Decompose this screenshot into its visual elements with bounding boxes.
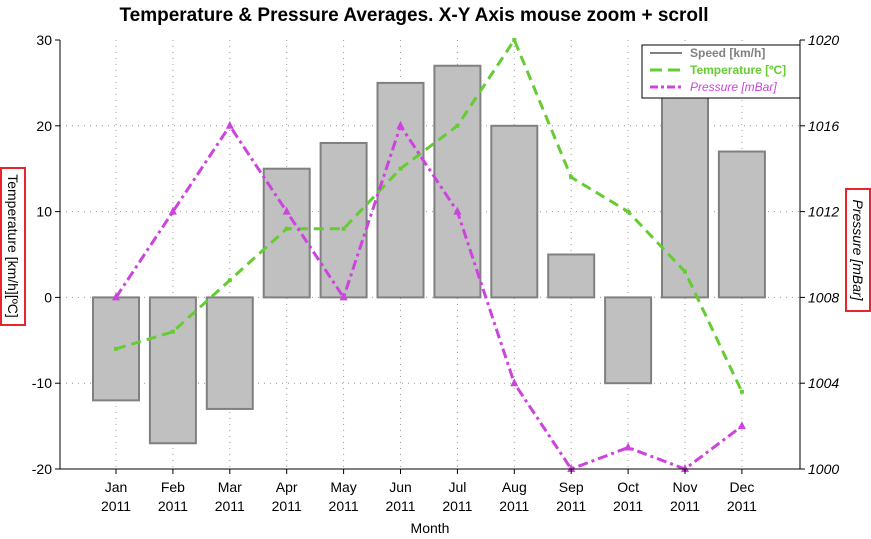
bar-speed xyxy=(376,81,425,299)
x-tick-label-year: 2011 xyxy=(385,498,415,514)
x-tick-label-month: Jul xyxy=(448,479,466,495)
point-temperature xyxy=(170,329,175,334)
y2-axis-label: Pressure [mBar] xyxy=(850,199,866,301)
x-tick-label-year: 2011 xyxy=(556,498,586,514)
y2-tick-label: 1012 xyxy=(808,204,839,220)
bar-speed xyxy=(717,150,766,299)
x-tick-label-month: Oct xyxy=(617,479,639,495)
x-tick-label-month: Nov xyxy=(673,479,698,495)
bar-speed xyxy=(604,296,653,385)
x-tick-label-year: 2011 xyxy=(101,498,131,514)
x-tick-label-month: Sep xyxy=(559,479,584,495)
chart-title: Temperature & Pressure Averages. X-Y Axi… xyxy=(119,5,708,26)
point-pressure xyxy=(168,206,177,215)
x-tick-label-year: 2011 xyxy=(727,498,757,514)
x-tick-label-month: Jan xyxy=(105,479,128,495)
point-temperature xyxy=(341,226,346,231)
y-axis-label-box xyxy=(0,167,26,326)
point-temperature xyxy=(398,166,403,171)
point-temperature xyxy=(512,38,517,42)
x-tick-label-year: 2011 xyxy=(329,498,359,514)
point-pressure xyxy=(396,120,405,129)
point-pressure xyxy=(225,120,234,129)
y-tick-label: -10 xyxy=(32,375,52,391)
point-pressure xyxy=(453,206,462,215)
x-tick-label-year: 2011 xyxy=(613,498,643,514)
bar-speed xyxy=(661,90,709,299)
x-tick-label-year: 2011 xyxy=(158,498,188,514)
x-tick-label-month: Feb xyxy=(161,479,185,495)
x-tick-label-year: 2011 xyxy=(670,498,700,514)
point-temperature xyxy=(227,278,232,283)
y-tick-label: 20 xyxy=(36,118,52,134)
line-temperature xyxy=(115,36,744,393)
y-tick-label: 10 xyxy=(36,204,52,220)
x-tick-label-month: Aug xyxy=(502,479,527,495)
bar-speed xyxy=(490,124,539,299)
point-temperature xyxy=(455,123,460,128)
x-tick-label-year: 2011 xyxy=(272,498,302,514)
bar-speed xyxy=(148,296,197,445)
y2-tick-label: 1016 xyxy=(808,118,839,134)
point-pressure xyxy=(112,292,120,301)
point-pressure xyxy=(624,442,633,451)
x-tick-label-month: Jun xyxy=(389,479,412,495)
x-axis-label: Month xyxy=(411,520,450,536)
legend: Speed [km/h] Temperature [ºC] Pressure [mB… xyxy=(641,44,801,99)
x-tick-label-year: 2011 xyxy=(215,498,245,514)
x-tick-label-month: May xyxy=(330,479,356,495)
point-pressure xyxy=(510,378,519,387)
point-pressure xyxy=(567,464,576,472)
point-temperature xyxy=(284,226,289,231)
x-tick-label-year: 2011 xyxy=(442,498,472,514)
y-tick-label: 30 xyxy=(36,32,52,48)
x-tick-label-year: 2011 xyxy=(499,498,529,514)
y2-tick-label: 1000 xyxy=(808,461,839,477)
y-tick-label: 0 xyxy=(44,289,52,305)
y-axis-label: Temperature [km/h][ºC] xyxy=(5,174,21,318)
line-pressure xyxy=(114,122,743,471)
x-tick-label-month: Apr xyxy=(276,479,298,495)
point-temperature xyxy=(114,346,118,351)
y2-tick-label: 1020 xyxy=(808,32,839,48)
y2-tick-label: 1004 xyxy=(808,375,839,391)
y2-tick-label: 1008 xyxy=(808,289,839,305)
point-temperature xyxy=(683,269,687,274)
legend-label: Pressure [mBar] xyxy=(690,80,777,94)
point-pressure xyxy=(681,464,689,472)
point-pressure xyxy=(282,206,291,215)
point-temperature xyxy=(569,175,574,180)
y-tick-label: -20 xyxy=(32,461,52,477)
point-pressure xyxy=(737,421,746,430)
y2-axis-label-box xyxy=(845,188,871,312)
legend-label: Speed [km/h] xyxy=(690,46,765,60)
x-tick-label-month: Dec xyxy=(729,479,754,495)
legend-label: Temperature [ºC] xyxy=(690,63,786,77)
point-temperature xyxy=(626,209,631,214)
point-pressure xyxy=(339,292,348,301)
x-tick-label-month: Mar xyxy=(218,479,242,495)
bar-speed xyxy=(547,253,596,299)
bar-speed xyxy=(205,296,254,410)
point-temperature xyxy=(739,389,744,394)
